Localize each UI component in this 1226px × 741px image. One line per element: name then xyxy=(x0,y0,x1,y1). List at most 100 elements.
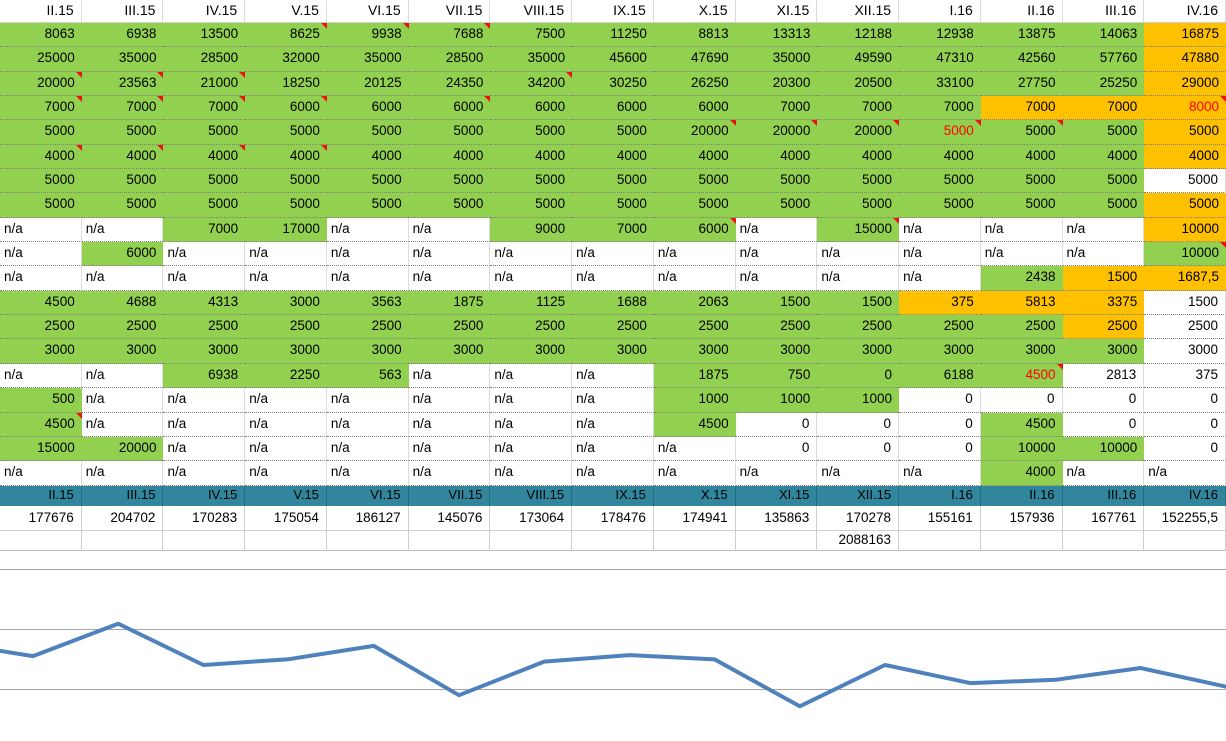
cell[interactable]: 34200 xyxy=(490,71,573,97)
grand-total-cell[interactable]: 2088163 xyxy=(817,530,900,551)
cell[interactable]: 5000 xyxy=(0,193,82,218)
cell[interactable]: n/a xyxy=(326,242,409,267)
grand-total-cell[interactable] xyxy=(735,530,818,551)
cell[interactable]: 5000 xyxy=(572,120,654,145)
cell[interactable]: 750 xyxy=(735,363,818,389)
cell[interactable]: 4500 xyxy=(0,290,82,316)
cell[interactable]: 4000 xyxy=(899,144,981,170)
cell[interactable]: n/a xyxy=(408,461,491,486)
cell[interactable]: 2500 xyxy=(245,315,327,340)
cell[interactable]: n/a xyxy=(653,461,736,486)
section-header-cell[interactable]: IV.16 xyxy=(1144,485,1226,506)
totals-line-chart[interactable] xyxy=(0,551,1226,741)
cell[interactable]: n/a xyxy=(490,266,573,291)
cell[interactable]: 6000 xyxy=(653,217,736,243)
cell[interactable]: 9000 xyxy=(490,217,573,243)
section-header-cell[interactable]: VIII.15 xyxy=(490,485,573,506)
column-header[interactable]: XII.15 xyxy=(817,0,900,23)
cell[interactable]: 20000 xyxy=(817,120,900,145)
cell[interactable]: n/a xyxy=(0,363,82,389)
cell[interactable]: 0 xyxy=(817,363,900,389)
cell[interactable]: 4000 xyxy=(0,144,82,170)
cell[interactable]: n/a xyxy=(326,266,409,291)
cell[interactable]: n/a xyxy=(163,412,246,437)
cell[interactable]: 20000 xyxy=(0,71,82,97)
cell[interactable]: 8813 xyxy=(653,23,736,48)
cell[interactable]: 2500 xyxy=(490,315,573,340)
cell[interactable]: 35000 xyxy=(735,47,818,72)
cell[interactable]: 4313 xyxy=(163,290,246,316)
grand-total-cell[interactable] xyxy=(326,530,409,551)
cell[interactable]: n/a xyxy=(653,436,736,462)
cell[interactable]: 30250 xyxy=(572,71,654,97)
cell[interactable]: 4000 xyxy=(408,144,491,170)
cell[interactable]: 3375 xyxy=(1062,290,1145,316)
cell[interactable]: 7000 xyxy=(163,217,246,243)
cell[interactable]: n/a xyxy=(980,242,1063,267)
column-header[interactable]: IV.16 xyxy=(1144,0,1226,23)
cell[interactable]: 20300 xyxy=(735,71,818,97)
cell[interactable]: 5000 xyxy=(980,193,1063,218)
cell[interactable]: 7000 xyxy=(817,96,900,121)
grand-total-cell[interactable] xyxy=(1144,530,1226,551)
cell[interactable]: 4688 xyxy=(81,290,164,316)
cell[interactable]: 2500 xyxy=(408,315,491,340)
grand-total-cell[interactable] xyxy=(899,530,981,551)
cell[interactable]: 6938 xyxy=(163,363,246,389)
cell[interactable]: 0 xyxy=(1144,412,1226,437)
cell[interactable]: 375 xyxy=(899,290,981,316)
cell[interactable]: n/a xyxy=(735,242,818,267)
total-cell[interactable]: 152255,5 xyxy=(1144,505,1226,531)
cell[interactable]: 5000 xyxy=(245,120,327,145)
cell[interactable]: 5000 xyxy=(980,120,1063,145)
total-cell[interactable]: 173064 xyxy=(490,505,573,531)
column-header[interactable]: II.15 xyxy=(0,0,82,23)
cell[interactable]: 5000 xyxy=(1144,169,1226,194)
cell[interactable]: n/a xyxy=(326,412,409,437)
cell[interactable]: n/a xyxy=(245,436,327,462)
cell[interactable]: 5000 xyxy=(1062,193,1145,218)
cell[interactable]: 13500 xyxy=(163,23,246,48)
cell[interactable]: n/a xyxy=(653,266,736,291)
cell[interactable]: 6000 xyxy=(653,96,736,121)
cell[interactable]: 0 xyxy=(1144,436,1226,462)
cell[interactable]: 2500 xyxy=(163,315,246,340)
cell[interactable]: n/a xyxy=(163,266,246,291)
cell[interactable]: 0 xyxy=(817,436,900,462)
cell[interactable]: 0 xyxy=(899,436,981,462)
cell[interactable]: 1500 xyxy=(817,290,900,316)
cell[interactable]: 7000 xyxy=(1062,96,1145,121)
cell[interactable]: 5000 xyxy=(735,169,818,194)
cell[interactable]: 12938 xyxy=(899,23,981,48)
grand-total-cell[interactable] xyxy=(1062,530,1145,551)
cell[interactable]: 2500 xyxy=(572,315,654,340)
cell[interactable]: 2438 xyxy=(980,266,1063,291)
cell[interactable]: n/a xyxy=(490,242,573,267)
cell[interactable]: 5000 xyxy=(572,169,654,194)
cell[interactable]: 24350 xyxy=(408,71,491,97)
cell[interactable]: n/a xyxy=(0,461,82,486)
cell[interactable]: n/a xyxy=(326,461,409,486)
cell[interactable]: 3000 xyxy=(817,339,900,364)
cell[interactable]: 17000 xyxy=(245,217,327,243)
cell[interactable]: 5000 xyxy=(572,193,654,218)
cell[interactable]: 10000 xyxy=(1062,436,1145,462)
cell[interactable]: 5000 xyxy=(0,169,82,194)
cell[interactable]: 0 xyxy=(735,412,818,437)
cell[interactable]: n/a xyxy=(490,436,573,462)
cell[interactable]: 5000 xyxy=(653,193,736,218)
cell[interactable]: 3000 xyxy=(1062,339,1145,364)
column-header[interactable]: V.15 xyxy=(245,0,327,23)
cell[interactable]: 5000 xyxy=(653,169,736,194)
cell[interactable]: 27750 xyxy=(980,71,1063,97)
cell[interactable]: 2500 xyxy=(735,315,818,340)
cell[interactable]: 4000 xyxy=(245,144,327,170)
total-cell[interactable]: 145076 xyxy=(408,505,491,531)
cell[interactable]: 4000 xyxy=(490,144,573,170)
cell[interactable]: 25000 xyxy=(0,47,82,72)
cell[interactable]: 1000 xyxy=(653,388,736,413)
total-cell[interactable]: 178476 xyxy=(572,505,654,531)
cell[interactable]: 5000 xyxy=(408,120,491,145)
cell[interactable]: 29000 xyxy=(1144,71,1226,97)
cell[interactable]: n/a xyxy=(245,388,327,413)
